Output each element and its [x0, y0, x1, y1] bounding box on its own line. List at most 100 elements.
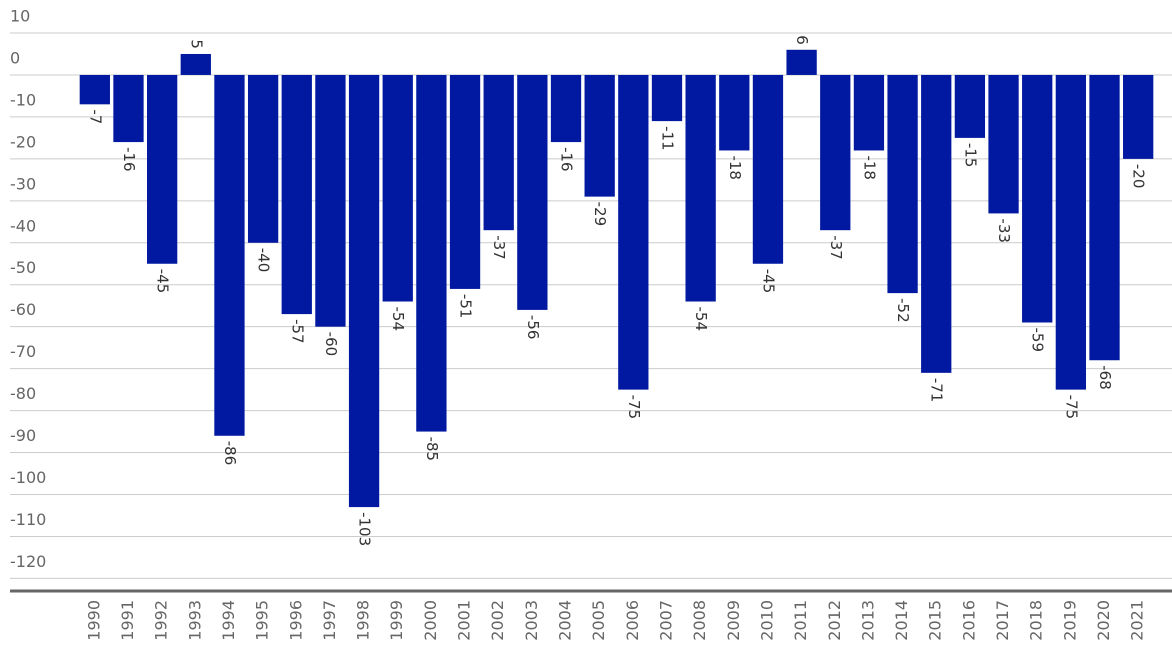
x-tick-label: 2018	[1027, 600, 1046, 641]
bar	[954, 74, 986, 138]
x-tick-label: 2021	[1128, 600, 1147, 641]
bar	[113, 74, 144, 143]
bar	[853, 74, 885, 151]
y-tick-label: 0	[10, 48, 20, 67]
x-tick-label: 2010	[757, 600, 776, 641]
x-tick-label: 2017	[993, 600, 1012, 641]
data-label: -45	[759, 269, 777, 294]
x-tick-label: 2004	[556, 600, 575, 641]
data-label: -75	[625, 395, 643, 420]
y-tick-label: -20	[10, 132, 36, 151]
bar	[921, 74, 952, 373]
bar	[1123, 74, 1154, 159]
data-label: -86	[221, 441, 239, 466]
bar	[651, 74, 683, 122]
data-label: -29	[591, 202, 609, 227]
x-tick-label: 2016	[959, 600, 978, 641]
y-tick-label: -110	[10, 510, 46, 529]
bar	[618, 74, 649, 390]
x-tick-label: 2012	[825, 600, 844, 641]
bar	[214, 74, 245, 436]
x-tick-label: 2003	[522, 600, 541, 641]
x-tick-label: 1992	[152, 600, 171, 641]
y-tick-label: 10	[10, 7, 30, 26]
x-tick-label: 2011	[791, 600, 810, 641]
y-tick-label: -100	[10, 468, 46, 487]
bar	[483, 74, 514, 231]
data-label: -54	[692, 307, 710, 332]
data-label: -7	[86, 109, 104, 124]
data-label: -71	[928, 378, 946, 403]
x-tick-label: 1994	[219, 600, 238, 641]
data-label: -18	[726, 155, 744, 180]
y-tick-label: -10	[10, 90, 36, 109]
data-label: -103	[356, 512, 374, 546]
data-label: -40	[255, 248, 273, 272]
x-tick-label: 1998	[354, 600, 373, 641]
bar	[247, 74, 279, 243]
data-label: -51	[457, 294, 475, 319]
x-tick-label: 2000	[421, 600, 440, 641]
x-tick-label: 1995	[253, 600, 272, 641]
data-label: -57	[288, 319, 306, 344]
y-tick-label: -70	[10, 342, 36, 361]
x-tick-label: 2015	[926, 600, 945, 641]
bar	[416, 74, 447, 432]
bar	[1055, 74, 1087, 390]
data-label: 5	[187, 39, 205, 49]
bar	[786, 49, 817, 75]
y-tick-label: -80	[10, 384, 36, 403]
bar	[348, 74, 380, 508]
bar	[146, 74, 178, 264]
x-tick-label: 2002	[488, 600, 507, 641]
x-tick-label: 2007	[656, 600, 675, 641]
y-tick-label: -60	[10, 300, 36, 319]
data-label: -60	[322, 332, 340, 357]
y-tick-label: -30	[10, 174, 36, 193]
y-tick-label: -50	[10, 258, 36, 277]
data-label: -45	[154, 269, 172, 294]
bar	[820, 74, 851, 231]
bar	[887, 74, 918, 294]
data-label: -52	[894, 298, 912, 323]
bar	[449, 74, 481, 289]
x-tick-label: 2013	[858, 600, 877, 641]
x-tick-label: 1993	[185, 600, 204, 641]
y-tick-label: -40	[10, 216, 36, 235]
x-tick-label: 1991	[118, 600, 137, 641]
data-label: -37	[490, 235, 508, 260]
x-tick-label: 2020	[1094, 600, 1113, 641]
data-label: -68	[1096, 365, 1114, 390]
data-label: -16	[120, 147, 138, 172]
x-tick-label: 2006	[623, 600, 642, 641]
data-label: -20	[1130, 164, 1148, 189]
bar	[584, 74, 615, 197]
bar	[382, 74, 413, 302]
x-tick-label: 1997	[320, 600, 339, 641]
data-label: -59	[1029, 327, 1047, 352]
bar	[517, 74, 548, 310]
data-label: -15	[961, 143, 979, 168]
bar	[752, 74, 784, 264]
bar	[1022, 74, 1053, 323]
bar	[315, 74, 346, 327]
bar	[180, 53, 211, 75]
data-label: -37	[827, 235, 845, 260]
y-tick-label: -120	[10, 552, 46, 571]
data-label: -54	[389, 307, 407, 332]
data-label: -18	[860, 155, 878, 180]
data-label: 6	[793, 35, 811, 45]
x-tick-label: 2005	[589, 600, 608, 641]
x-tick-label: 2019	[1060, 600, 1079, 641]
data-label: -85	[423, 437, 441, 462]
y-tick-label: -90	[10, 426, 36, 445]
x-tick-label: 1999	[387, 600, 406, 641]
bar	[1089, 74, 1120, 361]
data-label: -16	[558, 147, 576, 172]
bar	[719, 74, 750, 151]
data-label: -75	[1062, 395, 1080, 420]
x-tick-label: 1990	[84, 600, 103, 641]
x-tick-label: 1996	[286, 600, 305, 641]
data-label: -56	[524, 315, 542, 340]
